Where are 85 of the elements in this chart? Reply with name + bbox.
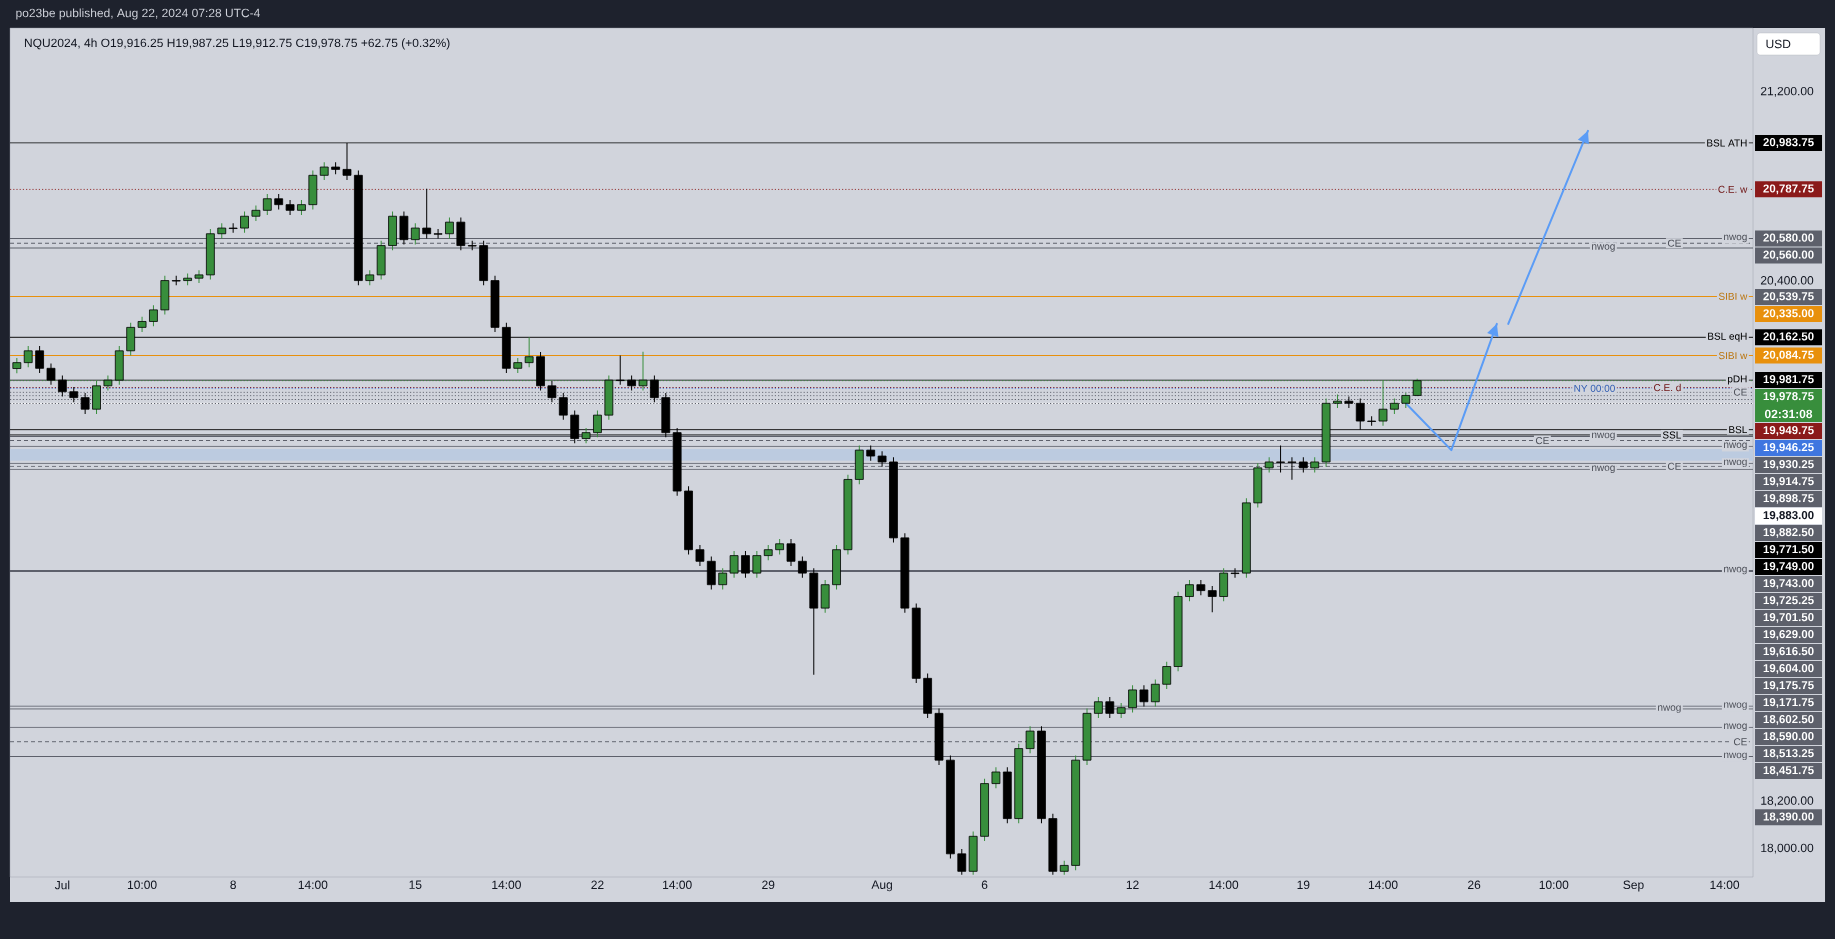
text: 18,390.00 bbox=[1763, 812, 1814, 823]
x-tick-label: Sep bbox=[1623, 880, 1644, 892]
ref-line-label: nwog bbox=[1724, 723, 1747, 731]
annotation: NY 00:00 bbox=[1574, 384, 1615, 392]
x-tick-label: 8 bbox=[230, 880, 236, 890]
x-tick-label: 26 bbox=[1468, 880, 1481, 890]
text: 19,771.50 bbox=[1763, 545, 1814, 555]
text: 19,725.25 bbox=[1763, 596, 1814, 606]
x-tick-label: 14:00 bbox=[663, 880, 692, 890]
ref-line-label: nwog bbox=[1724, 566, 1747, 575]
ref-line-label: SIBI w bbox=[1718, 352, 1748, 360]
text: 02:31:08 bbox=[1764, 409, 1813, 419]
y-tick-label: 20,400.00 bbox=[1760, 276, 1814, 286]
x-tick-label: Aug bbox=[871, 880, 892, 892]
ref-line-label: CE bbox=[1733, 388, 1747, 396]
x-tick-label: 22 bbox=[591, 880, 604, 889]
y-axis-title: USD bbox=[1766, 39, 1791, 49]
ref-line-label: CE bbox=[1733, 738, 1747, 746]
text: 18,513.25 bbox=[1763, 749, 1814, 759]
y-tick-label: 18,000.00 bbox=[1761, 843, 1814, 854]
text: 20,983.75 bbox=[1763, 138, 1814, 148]
text: 20,162.50 bbox=[1763, 332, 1814, 343]
x-tick-label: 14:00 bbox=[1368, 880, 1398, 890]
ref-line-label: pDH bbox=[1727, 375, 1747, 385]
ref-line-label: nwog bbox=[1592, 244, 1615, 252]
x-tick-label: 14:00 bbox=[492, 880, 521, 890]
ref-line-label: SIBI w bbox=[1718, 292, 1748, 300]
x-tick-label: 10:00 bbox=[127, 880, 157, 890]
text: 18,590.00 bbox=[1763, 732, 1814, 742]
text: 19,616.50 bbox=[1763, 647, 1814, 657]
text: 19,604.00 bbox=[1763, 664, 1814, 674]
x-tick-label: 14:00 bbox=[298, 880, 328, 890]
text: 20,539.75 bbox=[1763, 292, 1814, 302]
ref-line-label: nwog bbox=[1724, 752, 1747, 761]
text: 19,701.50 bbox=[1763, 613, 1814, 623]
x-tick-label: 6 bbox=[981, 880, 988, 890]
text: 20,335.00 bbox=[1763, 309, 1814, 319]
text: 19,171.75 bbox=[1763, 698, 1814, 708]
text: 19,898.75 bbox=[1763, 494, 1814, 504]
text: 19,749.00 bbox=[1763, 562, 1814, 572]
ref-line-label: nwog bbox=[1724, 234, 1747, 243]
y-tick-label: 21,200.00 bbox=[1760, 86, 1814, 97]
ref-line-label: nwog bbox=[1658, 705, 1681, 713]
x-tick-label: 14:00 bbox=[1209, 880, 1239, 890]
text: 20,580.00 bbox=[1763, 233, 1814, 244]
text: 19,981.75 bbox=[1763, 375, 1814, 385]
x-tick-label: 15 bbox=[409, 880, 422, 889]
ref-line-label: C.E. d bbox=[1654, 383, 1681, 392]
text: 19,629.00 bbox=[1763, 630, 1814, 640]
text: 18,451.75 bbox=[1763, 766, 1814, 776]
chart-subtitle: po23be published, Aug 22, 2024 07:28 UTC-4 bbox=[16, 8, 260, 20]
ref-line-label: nwog bbox=[1724, 459, 1747, 468]
ref-line-label: CE bbox=[1667, 239, 1681, 247]
ref-line-label: nwog bbox=[1724, 442, 1747, 450]
text: 19,946.25 bbox=[1763, 443, 1814, 453]
ref-line-label: nwog bbox=[1724, 702, 1747, 710]
ref-line-label: nwog bbox=[1592, 465, 1615, 474]
x-tick-label: 29 bbox=[762, 880, 775, 890]
text: 19,930.25 bbox=[1763, 460, 1814, 470]
x-tick-label: 10:00 bbox=[1539, 880, 1569, 890]
text: 20,787.75 bbox=[1763, 184, 1814, 195]
x-tick-label: 14:00 bbox=[1710, 880, 1740, 890]
text: 19,175.75 bbox=[1763, 681, 1814, 691]
text: 19,949.75 bbox=[1763, 426, 1814, 436]
ref-line-label: nwog bbox=[1592, 432, 1615, 441]
ref-line-label: SSL bbox=[1662, 431, 1681, 439]
x-tick-label: 12 bbox=[1126, 880, 1139, 889]
text: 19,978.75 bbox=[1763, 392, 1814, 402]
x-tick-label: Jul bbox=[54, 880, 70, 890]
text: 20,084.75 bbox=[1763, 350, 1814, 361]
text: 19,882.50 bbox=[1763, 528, 1814, 538]
ref-line-label: BSL ATH bbox=[1707, 139, 1747, 147]
ref-line-label: CE bbox=[1667, 462, 1681, 470]
text: NQU2024, 4h O19,916.25 H19,987.25 L19,912.75 C19,978.75 +62.75 (+0.32%) bbox=[24, 38, 450, 50]
ref-line-label: CE bbox=[1535, 437, 1549, 445]
ref-line-label: C.E. w bbox=[1718, 185, 1748, 193]
ref-line-label: BSL bbox=[1729, 426, 1748, 434]
text: 19,914.75 bbox=[1763, 477, 1814, 487]
text: 19,743.00 bbox=[1763, 579, 1814, 589]
x-tick-label: 19 bbox=[1297, 880, 1310, 890]
ref-line-label: BSL eqH bbox=[1708, 332, 1747, 342]
y-tick-label: 18,200.00 bbox=[1761, 796, 1814, 807]
text: 18,602.50 bbox=[1763, 715, 1814, 725]
text: 20,560.00 bbox=[1763, 250, 1814, 261]
text: 19,883.00 bbox=[1763, 511, 1814, 521]
